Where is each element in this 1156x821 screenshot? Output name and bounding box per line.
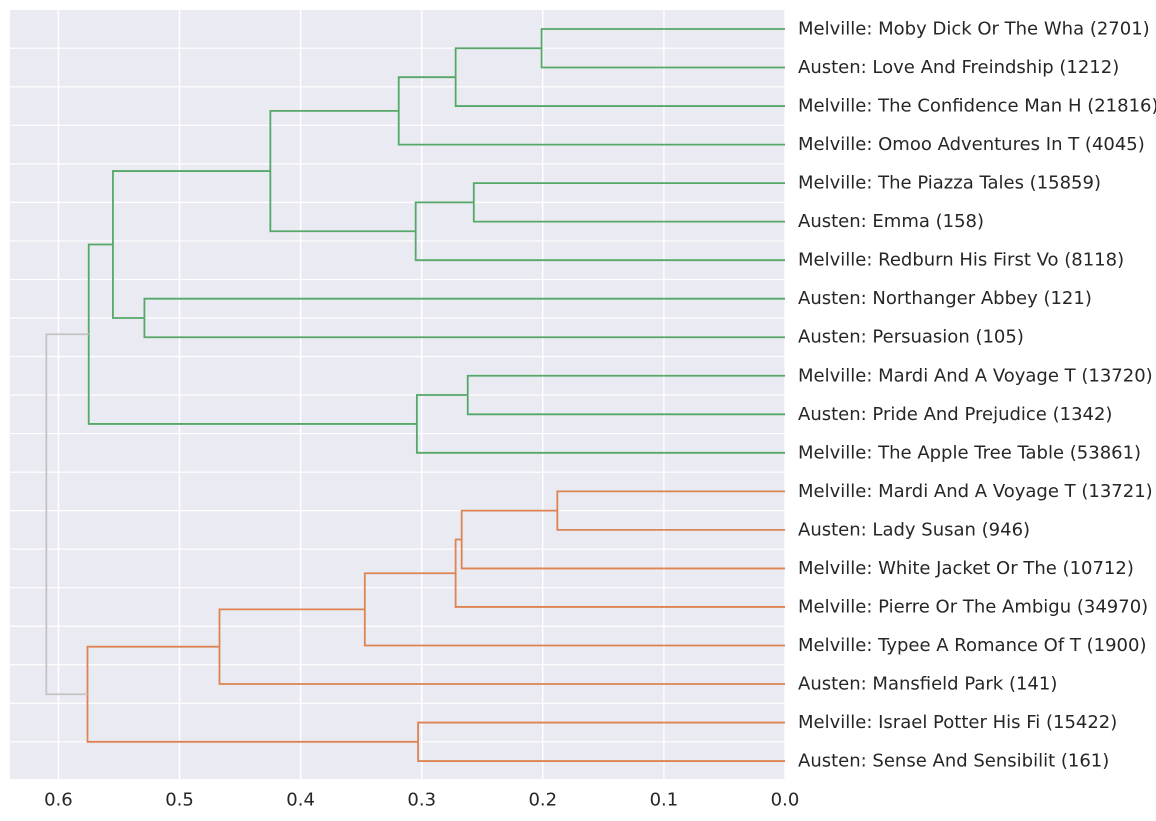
grid-lines [10,10,786,779]
dendrogram-link [540,28,785,69]
x-tick-label: 0.6 [44,790,73,811]
dendrogram-link [112,170,271,319]
leaf-label: Melville: Typee A Romance Of T (1900) [798,635,1146,656]
x-tick-label: 0.2 [528,790,557,811]
leaf-label: Austen: Love And Freindship (1212) [798,57,1119,78]
x-tick-label: 0.0 [771,790,800,811]
leaf-label: Melville: The Piazza Tales (15859) [798,173,1101,194]
dendrogram-links [45,28,785,762]
dendrogram-link [269,109,416,233]
x-tick-label: 0.4 [286,790,315,811]
leaf-label: Melville: The Confidence Man H (21816) [798,96,1156,117]
leaf-label: Melville: Moby Dick Or The Wha (2701) [798,19,1150,40]
leaf-label: Melville: Omoo Adventures In T (4045) [798,134,1145,155]
leaf-labels: Melville: Moby Dick Or The Wha (2701) Aus… [798,19,1156,772]
leaf-label: Austen: Northanger Abbey (121) [798,288,1092,309]
leaf-label: Melville: The Apple Tree Table (53861) [798,442,1141,463]
leaf-label: Austen: Persuasion (105) [798,327,1024,348]
dendrogram-link [397,76,785,146]
x-tick-label: 0.5 [165,790,194,811]
leaf-label: Austen: Sense And Sensibilit (161) [798,751,1109,772]
dendrogram-link [556,490,785,531]
leaf-label: Melville: Mardi And A Voyage T (13721) [798,481,1153,502]
x-tick-label: 0.3 [407,790,436,811]
dendrogram-link [363,572,785,647]
leaf-label: Melville: Pierre Or The Ambigu (34970) [798,596,1148,617]
leaf-label: Austen: Emma (158) [798,211,984,232]
dendrogram-link [417,721,785,762]
leaf-label: Melville: Redburn His First Vo (8118) [798,250,1124,271]
dendrogram-link [45,333,89,696]
leaf-label: Austen: Mansfield Park (141) [798,674,1057,695]
dendrogram-link [460,509,785,570]
leaf-label: Melville: White Jacket Or The (10712) [798,558,1134,579]
x-axis-ticks: 0.6 0.5 0.4 0.3 0.2 0.1 0.0 [44,790,799,811]
x-tick-label: 0.1 [650,790,679,811]
leaf-label: Austen: Lady Susan (946) [798,519,1030,540]
leaf-label: Melville: Mardi And A Voyage T (13720) [798,365,1153,386]
leaf-label: Austen: Pride And Prejudice (1342) [798,404,1112,425]
leaf-label: Melville: Israel Potter His Fi (15422) [798,712,1117,733]
